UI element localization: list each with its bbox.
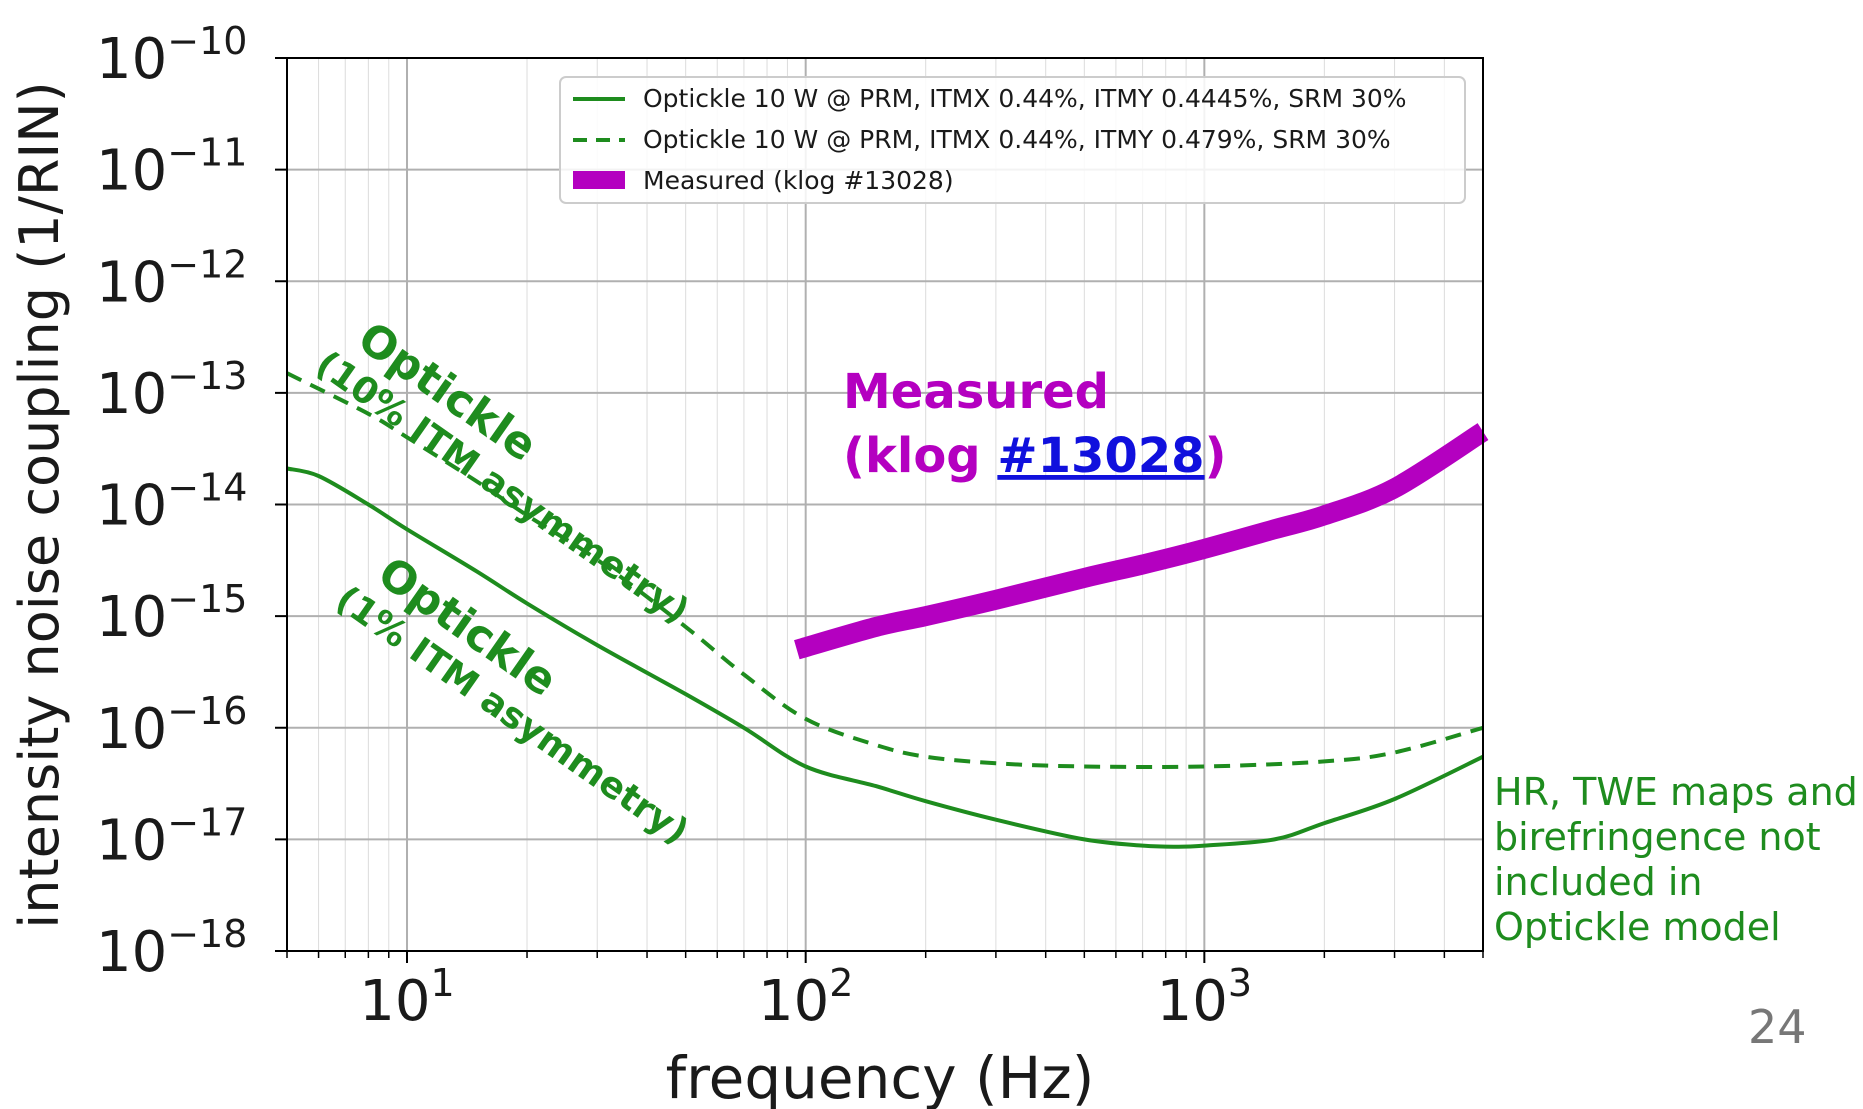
x-tick-label-base: 10 bbox=[1157, 969, 1228, 1034]
x-tick-label-exp: 3 bbox=[1228, 961, 1252, 1005]
side-note: HR, TWE maps and birefringence not inclu… bbox=[1494, 770, 1858, 949]
klog-link[interactable]: #13028 bbox=[997, 428, 1204, 484]
x-tick-label: 101 bbox=[359, 961, 454, 1034]
annotation-optickle-1-subtitle: (1% ITM asymmetry) bbox=[328, 578, 696, 852]
series-layer bbox=[286, 371, 1489, 849]
y-tick-label-exp: −10 bbox=[167, 19, 247, 63]
y-tick-label-base: 10 bbox=[96, 474, 167, 539]
y-tick-label-exp: −12 bbox=[167, 242, 247, 286]
series-measured-line bbox=[794, 423, 1489, 660]
annotation-measured-suffix: ) bbox=[1205, 428, 1227, 484]
legend: Optickle 10 W @ PRM, ITMX 0.44%, ITMY 0.… bbox=[559, 76, 1466, 204]
x-tick-label-base: 10 bbox=[758, 969, 829, 1034]
series-optickle-dashed-line bbox=[286, 371, 1484, 769]
annotation-measured-line2: (klog #13028) bbox=[843, 428, 1227, 484]
y-tick-label-base: 10 bbox=[96, 585, 167, 650]
y-tick-label: 10−17 bbox=[96, 800, 247, 873]
y-tick-label-exp: −17 bbox=[167, 800, 247, 844]
ticks bbox=[275, 57, 1484, 963]
y-tick-label-exp: −14 bbox=[167, 466, 247, 510]
y-tick-label: 10−18 bbox=[96, 912, 247, 985]
y-tick-label-base: 10 bbox=[96, 808, 167, 873]
legend-entry-dashed: Optickle 10 W @ PRM, ITMX 0.44%, ITMY 0.… bbox=[643, 125, 1391, 154]
y-tick-label-base: 10 bbox=[96, 27, 167, 92]
y-tick-label: 10−16 bbox=[96, 689, 247, 762]
x-tick-label-exp: 1 bbox=[431, 961, 455, 1005]
y-tick-label-exp: −13 bbox=[167, 354, 247, 398]
legend-entry-measured: Measured (klog #13028) bbox=[643, 166, 954, 195]
page-number: 24 bbox=[1748, 1000, 1807, 1054]
x-axis-label: frequency (Hz) bbox=[666, 1044, 1095, 1109]
y-tick-label: 10−13 bbox=[96, 354, 247, 427]
y-tick-label: 10−12 bbox=[96, 242, 247, 315]
y-tick-label: 10−15 bbox=[96, 577, 247, 650]
y-tick-label-base: 10 bbox=[96, 920, 167, 985]
y-tick-label-exp: −18 bbox=[167, 912, 247, 956]
y-tick-label-base: 10 bbox=[96, 697, 167, 762]
y-tick-label-base: 10 bbox=[96, 362, 167, 427]
x-tick-label-base: 10 bbox=[359, 969, 430, 1034]
y-tick-label-exp: −16 bbox=[167, 689, 247, 733]
legend-entry-solid: Optickle 10 W @ PRM, ITMX 0.44%, ITMY 0.… bbox=[643, 84, 1407, 113]
annotation-measured: Measured (klog #13028) bbox=[843, 364, 1227, 484]
x-tick-label: 102 bbox=[758, 961, 853, 1034]
y-axis-label: intensity noise coupling (1/RIN) bbox=[8, 81, 71, 929]
y-tick-label: 10−11 bbox=[96, 131, 247, 204]
series-optickle-solid-line bbox=[286, 466, 1484, 849]
x-tick-label: 103 bbox=[1157, 961, 1252, 1034]
y-tick-label-base: 10 bbox=[96, 139, 167, 204]
y-tick-label-exp: −15 bbox=[167, 577, 247, 621]
tick-labels: 101 102 10310−1010−1110−1210−1310−1410−151… bbox=[96, 19, 1252, 1034]
y-tick-label: 10−10 bbox=[96, 19, 247, 92]
y-tick-label: 10−14 bbox=[96, 466, 247, 539]
y-tick-label-exp: −11 bbox=[167, 131, 247, 175]
y-tick-label-base: 10 bbox=[96, 250, 167, 315]
x-tick-label-exp: 2 bbox=[829, 961, 853, 1005]
legend-box bbox=[559, 76, 1466, 204]
annotation-measured-title: Measured bbox=[843, 364, 1109, 420]
annotation-optickle-10: Optickle (10% ITM asymmetry) bbox=[308, 312, 696, 632]
annotation-measured-prefix: (klog bbox=[843, 428, 997, 484]
